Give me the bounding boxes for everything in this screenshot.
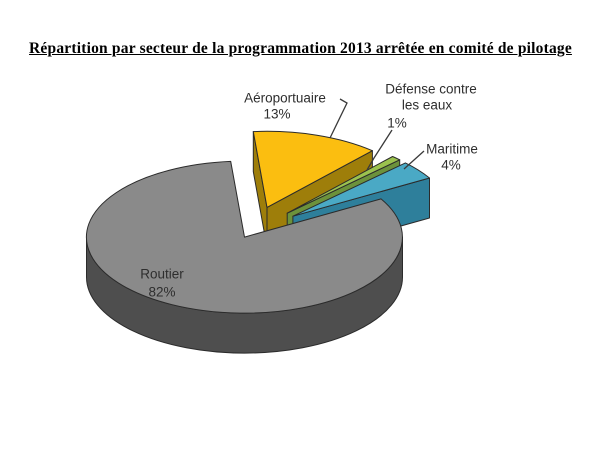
chart-title: Répartition par secteur de la programmat… xyxy=(29,40,572,57)
pie-slice-routier xyxy=(85,160,403,314)
slice-label-aeroportuaire-line1: Aéroportuaire xyxy=(244,91,326,106)
slice-label-maritime-line1: Maritime xyxy=(426,142,478,157)
callout-line-maritime xyxy=(403,150,425,170)
slice-label-defense-contre-les-eaux-line1: Défense contre xyxy=(385,82,477,97)
slice-label-routier-line2: 82% xyxy=(148,285,175,300)
slice-label-maritime-line2: 4% xyxy=(441,158,461,173)
pie-slice-maritime xyxy=(292,162,430,217)
slice-label-aeroportuaire-line2: 13% xyxy=(263,107,290,122)
slice-label-defense-contre-les-eaux-line3: 1% xyxy=(387,116,407,131)
callout-line-defense-contre-les-eaux xyxy=(366,129,393,171)
slice-label-defense-contre-les-eaux-line2: les eaux xyxy=(402,98,453,113)
pie-slice-defense-contre-les-eaux xyxy=(286,156,401,214)
slice-label-routier-line1: Routier xyxy=(140,267,184,282)
pie-slice-aeroportuaire xyxy=(252,130,373,208)
callout-line-aeroportuaire xyxy=(329,98,348,139)
